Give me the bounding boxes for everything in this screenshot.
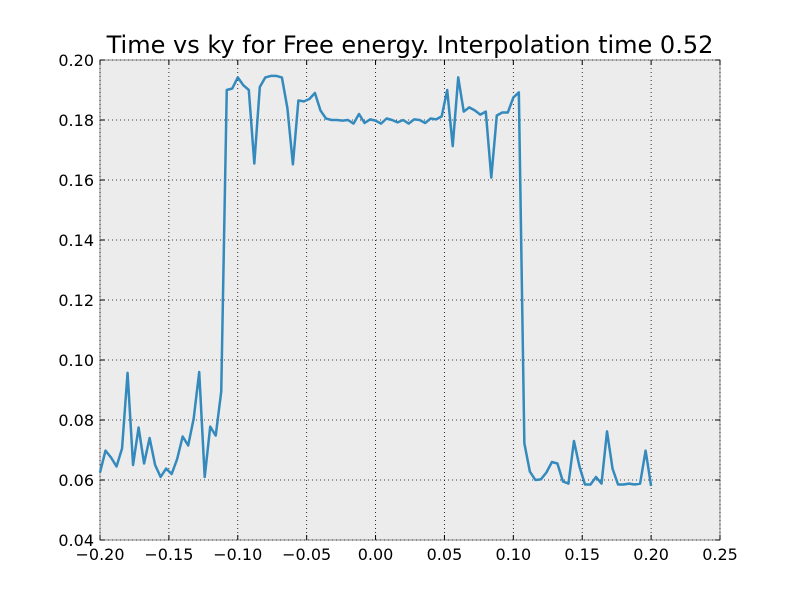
x-tick-label: −0.20 xyxy=(75,545,124,564)
series-layer xyxy=(98,74,653,487)
x-tick-label: 0.25 xyxy=(702,545,738,564)
y-tick-label: 0.04 xyxy=(58,531,94,550)
x-tick-label: −0.05 xyxy=(282,545,331,564)
x-axis-tick-labels: −0.20 −0.15 −0.10 −0.05 0.00 0.05 0.10 0.15 0.20… xyxy=(75,545,737,564)
x-tick-label: 0.05 xyxy=(427,545,463,564)
axis-ticks xyxy=(99,59,721,541)
y-tick-label: 0.18 xyxy=(58,111,94,130)
x-tick-label: −0.15 xyxy=(144,545,193,564)
y-tick-label: 0.14 xyxy=(58,231,94,250)
chart-title: Time vs ky for Free energy. Interpolatio… xyxy=(106,31,714,59)
series-line xyxy=(98,74,653,487)
y-tick-label: 0.16 xyxy=(58,171,94,190)
y-tick-label: 0.08 xyxy=(58,411,94,430)
y-tick-label: 0.06 xyxy=(58,471,94,490)
x-tick-label: −0.10 xyxy=(213,545,262,564)
x-tick-label: 0.10 xyxy=(496,545,532,564)
y-tick-label: 0.10 xyxy=(58,351,94,370)
x-tick-label: 0.20 xyxy=(633,545,669,564)
x-tick-label: 0.00 xyxy=(358,545,394,564)
y-tick-label: 0.20 xyxy=(58,51,94,70)
y-axis-tick-labels: 0.04 0.06 0.08 0.10 0.12 0.14 0.16 0.18 0.20 xyxy=(58,51,94,550)
y-tick-label: 0.12 xyxy=(58,291,94,310)
x-tick-label: 0.15 xyxy=(564,545,600,564)
